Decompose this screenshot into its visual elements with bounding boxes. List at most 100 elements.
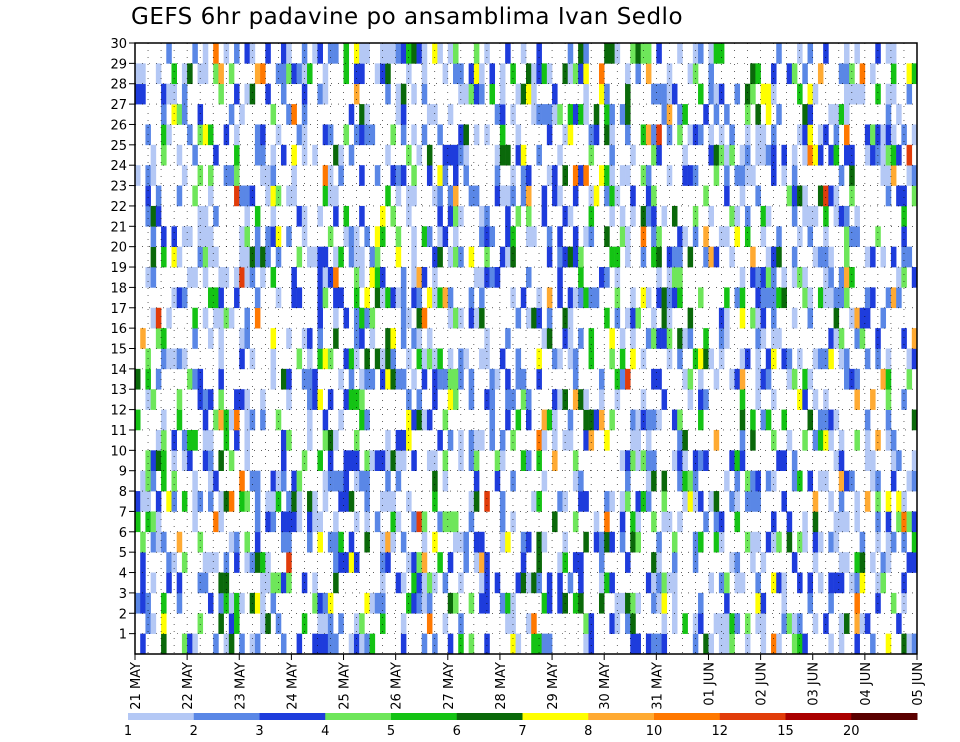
heatmap-cell: [645, 205, 652, 227]
legend-label: 4: [321, 724, 329, 739]
heatmap-cell: [364, 409, 370, 431]
heatmap-cell: [713, 83, 720, 105]
heatmap-cell: [771, 165, 777, 186]
heatmap-cell: [536, 63, 542, 85]
heatmap-cell: [155, 307, 162, 329]
heatmap-cell: [510, 613, 516, 634]
heatmap-cell: [135, 491, 141, 512]
heatmap-cell: [604, 267, 610, 288]
heatmap-cell: [578, 328, 584, 349]
heatmap-cell: [734, 613, 741, 634]
heatmap-cell: [598, 389, 605, 410]
heatmap-cell: [828, 348, 834, 370]
heatmap-cell: [505, 328, 511, 349]
heatmap-cell: [296, 287, 303, 309]
heatmap-cell: [468, 287, 475, 309]
heatmap-cell: [677, 226, 683, 247]
heatmap-cell: [270, 104, 277, 125]
heatmap-cell: [630, 613, 636, 634]
heatmap-cell: [708, 124, 714, 146]
heatmap-cell: [421, 531, 428, 553]
heatmap-cell: [885, 83, 892, 105]
heatmap-cell: [338, 470, 344, 492]
heatmap-cell: [395, 185, 402, 207]
heatmap-cell: [181, 491, 188, 512]
heatmap-cell: [771, 267, 777, 288]
heatmap-cell: [411, 592, 417, 614]
heatmap-cell: [776, 328, 782, 349]
heatmap-cell: [640, 226, 647, 247]
heatmap-cell: [473, 267, 480, 288]
heatmap-cell: [708, 633, 714, 655]
heatmap-cell: [614, 185, 621, 207]
heatmap-cell: [400, 613, 407, 634]
heatmap-cell: [244, 491, 250, 512]
heatmap-cell: [844, 267, 850, 288]
heatmap-cell: [635, 429, 641, 451]
heatmap-cell: [280, 511, 287, 533]
heatmap-cell: [614, 307, 621, 329]
heatmap-cell: [849, 307, 855, 329]
heatmap-cell: [750, 63, 756, 85]
heatmap-cell: [312, 368, 318, 390]
heatmap-cell: [400, 287, 407, 309]
heatmap-cell: [473, 470, 480, 492]
heatmap-cell: [656, 144, 662, 166]
heatmap-cell: [817, 572, 824, 594]
heatmap-cell: [750, 267, 756, 288]
heatmap-cell: [713, 429, 720, 451]
heatmap-cell: [698, 348, 704, 370]
heatmap-cell: [437, 287, 443, 309]
heatmap-cell: [218, 409, 224, 431]
heatmap-cell: [437, 43, 443, 64]
heatmap-cell: [479, 267, 485, 288]
y-tick-label: 17: [110, 302, 127, 317]
heatmap-cell: [369, 328, 376, 349]
heatmap-cell: [593, 511, 600, 533]
heatmap-cell: [505, 226, 511, 247]
heatmap-cell: [677, 511, 683, 533]
heatmap-cell: [854, 511, 860, 533]
heatmap-cell: [234, 267, 240, 288]
heatmap-cell: [385, 470, 391, 492]
heatmap-cell: [380, 450, 386, 471]
heatmap-cell: [254, 592, 261, 614]
heatmap-cell: [374, 246, 381, 268]
heatmap-cell: [171, 104, 177, 125]
legend-swatch: [193, 713, 260, 720]
heatmap-cell: [807, 43, 814, 64]
heatmap-cell: [228, 613, 235, 634]
heatmap-cell: [176, 144, 183, 166]
heatmap-cell: [254, 491, 261, 512]
heatmap-cell: [353, 633, 360, 655]
y-tick-label: 14: [110, 363, 127, 378]
heatmap-cell: [421, 226, 428, 247]
heatmap-cell: [755, 267, 761, 288]
heatmap-cell: [192, 328, 198, 349]
heatmap-cell: [432, 470, 438, 492]
heatmap-cell: [567, 287, 574, 309]
heatmap-cell: [270, 368, 277, 390]
heatmap-cell: [760, 328, 767, 349]
heatmap-cell: [187, 226, 193, 247]
heatmap-cell: [275, 409, 282, 431]
heatmap-cell: [499, 491, 506, 512]
heatmap-cell: [484, 633, 490, 655]
heatmap-cell: [677, 124, 683, 146]
heatmap-cell: [755, 104, 761, 125]
heatmap-cell: [578, 267, 584, 288]
heatmap-cell: [176, 572, 183, 594]
heatmap-cell: [343, 470, 350, 492]
heatmap-cell: [322, 491, 329, 512]
heatmap-cell: [625, 63, 631, 85]
heatmap-cell: [333, 470, 339, 492]
heatmap-cell: [661, 511, 668, 533]
heatmap-cell: [416, 267, 423, 288]
heatmap-cell: [870, 63, 876, 85]
heatmap-cell: [526, 226, 532, 247]
heatmap-cell: [333, 43, 339, 64]
heatmap-cell: [625, 592, 631, 614]
heatmap-cell: [207, 328, 214, 349]
heatmap-cell: [656, 368, 662, 390]
heatmap-cell: [572, 368, 579, 390]
